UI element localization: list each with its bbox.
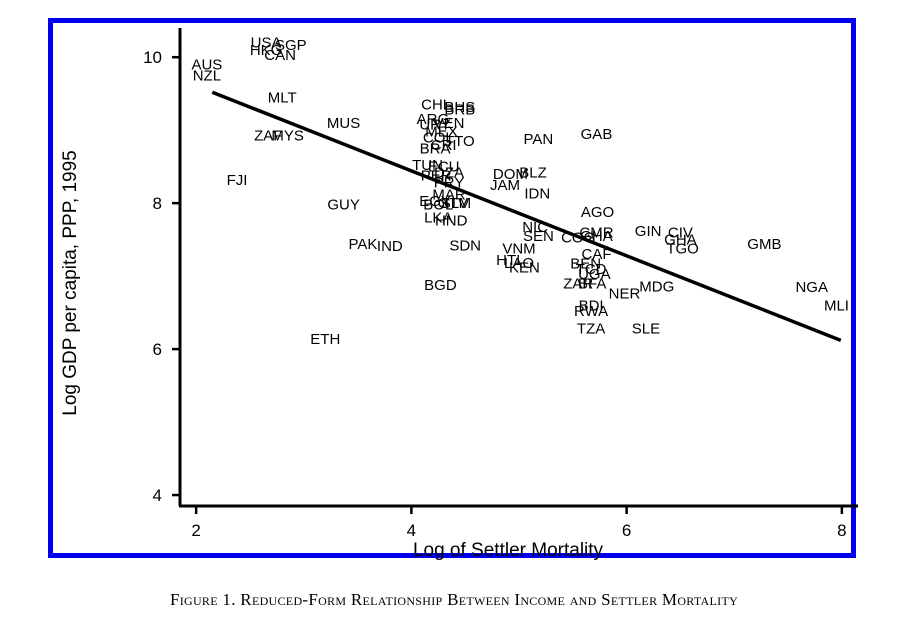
point-label: MLI [824, 297, 849, 314]
axes [172, 28, 858, 514]
y-tick-label: 4 [153, 486, 162, 505]
point-label: ETH [310, 331, 340, 348]
point-label: VNM [502, 240, 535, 257]
point-label: BHS [444, 99, 475, 116]
point-label: MDG [639, 278, 674, 295]
point-label: CMR [579, 224, 613, 241]
x-tick-label: 4 [407, 521, 416, 540]
point-label: ECU [428, 159, 460, 176]
point-label: GAB [581, 126, 613, 143]
point-label: AUS [191, 56, 222, 73]
point-label: SDN [449, 237, 481, 254]
point-label: UGA [578, 266, 611, 283]
point-label: MYS [271, 127, 304, 144]
point-label: CHL [421, 97, 451, 114]
point-label: NER [609, 286, 641, 303]
point-label: SEN [523, 228, 554, 245]
point-label: TCD [576, 261, 607, 278]
point-label: BLZ [519, 164, 547, 181]
point-label: MLT [268, 89, 297, 106]
y-tick-label: 8 [153, 194, 162, 213]
y-tick-label: 10 [143, 48, 162, 67]
point-label: GUY [327, 197, 360, 214]
point-label: HND [435, 213, 468, 230]
point-label: VEN [434, 115, 465, 132]
point-label: HKG [250, 42, 283, 59]
point-label: ZAF [254, 127, 282, 144]
point-label: URY [419, 116, 450, 133]
point-label: BOL [423, 197, 453, 214]
x-tick-label: 6 [622, 521, 631, 540]
point-label: LKA [424, 210, 452, 227]
point-label: SGP [275, 37, 307, 54]
y-axis-title: Log GDP per capita, PPP, 1995 [60, 150, 81, 415]
point-label: BRA [420, 140, 451, 157]
x-axis-title: Log of Settler Mortality [413, 540, 604, 561]
point-label: JAM [490, 177, 520, 194]
point-label: KEN [509, 259, 540, 276]
point-label: PAN [524, 131, 554, 148]
point-label: CIV [668, 224, 693, 241]
point-label: BRB [444, 102, 475, 119]
point-label: TUN [412, 157, 443, 174]
point-label: DZA [434, 164, 464, 181]
point-label: RWA [574, 303, 608, 320]
point-label: BEN [570, 256, 601, 273]
point-label: GIN [635, 223, 662, 240]
point-label: SLV [441, 195, 468, 212]
point-label: CAF [581, 246, 611, 263]
point-label: FJI [227, 172, 248, 189]
point-label: LAO [504, 255, 534, 272]
point-label: EGY [419, 193, 451, 210]
figure-caption: Figure 1. Reduced-Form Relationship Betw… [169, 590, 739, 609]
point-label: BDI [579, 297, 604, 314]
point-label: ARG [417, 111, 450, 128]
point-label: GTM [438, 195, 471, 212]
regression-line [211, 90, 842, 342]
point-label: CAN [264, 47, 296, 64]
x-tick-label: 8 [837, 521, 846, 540]
point-label: PAK [348, 236, 377, 253]
y-tick-label: 6 [153, 340, 162, 359]
point-label: COL [423, 129, 454, 146]
point-label: IND [377, 238, 403, 255]
point-label: NZL [193, 67, 221, 84]
point-label: MEX [425, 124, 458, 141]
point-label: CRI [431, 137, 457, 154]
point-label: TGO [666, 240, 699, 257]
tick-labels: 2 4 6 8 4 6 8 10 [143, 48, 847, 540]
x-tick-label: 2 [191, 521, 200, 540]
point-label: DOM [493, 166, 528, 183]
fit-line [211, 90, 842, 342]
point-label: BGD [424, 277, 457, 294]
point-label: NGA [795, 279, 828, 296]
chart-frame [48, 18, 856, 558]
point-label: IDN [524, 186, 550, 203]
point-label: HTI [496, 252, 520, 269]
point-label: GMB [747, 236, 781, 253]
point-label: SLE [632, 321, 660, 338]
point-label: ZAR [563, 275, 593, 292]
point-label: PER [421, 167, 452, 184]
point-label: TTO [445, 133, 475, 150]
point-label: GHA [664, 232, 697, 249]
point-label: TZA [577, 321, 605, 338]
point-label: AGO [581, 204, 614, 221]
point-label: BFA [578, 275, 606, 292]
point-label: MUS [327, 115, 360, 132]
point-label: USA [251, 35, 282, 52]
